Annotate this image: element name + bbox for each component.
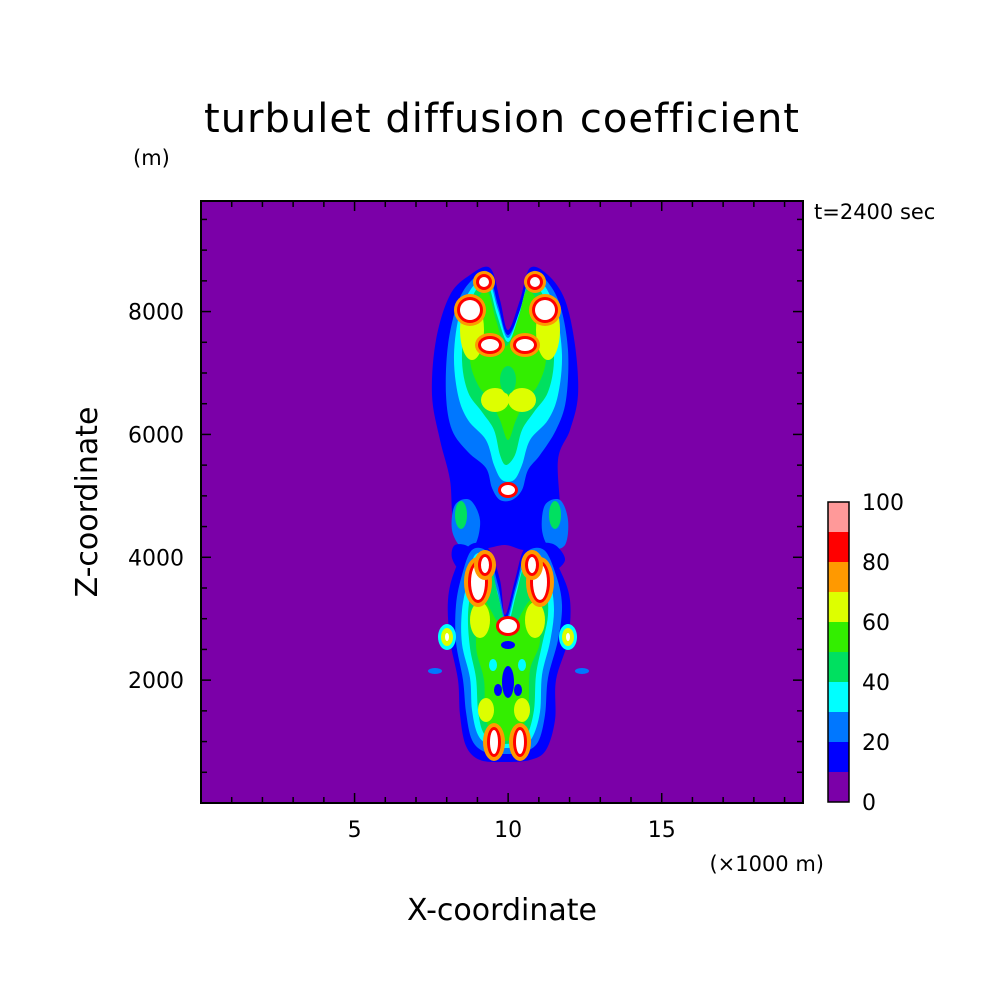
colorbar-tick-label: 20 [862,731,890,756]
contour-level-10 [494,684,502,696]
colorbar-tick-label: 100 [862,491,904,516]
colorbar-swatch [828,592,849,622]
x-tick-label: 10 [494,818,522,843]
contour-over [499,619,517,633]
tick-labels: 5 10 15 2000 4000 6000 8000 [128,301,676,843]
contour-over [530,277,540,287]
contour-level-20 [575,668,589,674]
contour-field [428,266,589,763]
y-tick-label: 2000 [128,669,184,694]
x-axis-title: X-coordinate [407,893,597,928]
x-tick-label: 5 [348,818,362,843]
contour-over [566,633,570,641]
colorbar-tick-label: 80 [862,551,890,576]
contour-level-10 [501,641,515,649]
contour-over [481,339,499,351]
contour-level-60 [525,602,545,638]
colorbar-swatch [828,742,849,772]
colorbar-swatch [828,502,849,532]
contour-level-60 [470,602,490,638]
contour-level-10 [502,521,514,531]
colorbar-tick-label: 60 [862,611,890,636]
contour-level-10 [502,666,514,698]
contour-over [481,557,489,573]
contour-over [490,730,498,754]
colorbar-swatch [828,622,849,652]
x-tick-label: 15 [648,818,676,843]
x-unit-label: (×1000 m) [709,852,824,876]
colorbar-frame [827,501,850,803]
contour-level-60 [478,698,494,722]
colorbar-swatch [828,682,849,712]
y-tick-label: 4000 [128,546,184,571]
contour-over [445,633,449,641]
contour-level-60 [508,388,536,412]
y-axis-title: Z-coordinate [70,407,105,598]
colorbar: 0 20 40 60 80 100 [827,491,904,816]
contour-level-60 [514,698,530,722]
contour-over [516,730,524,754]
colorbar-swatch [828,772,849,802]
time-label: t=2400 sec [814,200,935,224]
y-unit-label: (m) [133,146,170,170]
contour-level-20 [428,668,442,674]
y-tick-label: 6000 [128,423,184,448]
contour-level-40 [455,501,467,529]
colorbar-tick-label: 0 [862,791,876,816]
y-tick-label: 8000 [128,301,184,326]
colorbar-swatch [828,652,849,682]
colorbar-tick-label: 40 [862,671,890,696]
contour-over [528,557,536,573]
contour-level-50 [469,290,547,440]
contour-level-40 [500,366,516,394]
contour-over [516,339,534,351]
colorbar-swatch [828,562,849,592]
colorbar-swatch [828,712,849,742]
chart-title: turbulet diffusion coefficient [204,96,800,142]
contour-level-10 [514,684,522,696]
contour-level-60 [481,388,509,412]
contour-level-40 [549,501,561,529]
plot-frame [200,200,804,804]
contour-over [535,300,555,320]
contour-over [460,300,480,320]
contour-over [479,277,489,287]
contour-level-30 [518,659,526,671]
contour-over [501,485,515,495]
contour-level-30 [489,659,497,671]
colorbar-swatch [828,532,849,562]
